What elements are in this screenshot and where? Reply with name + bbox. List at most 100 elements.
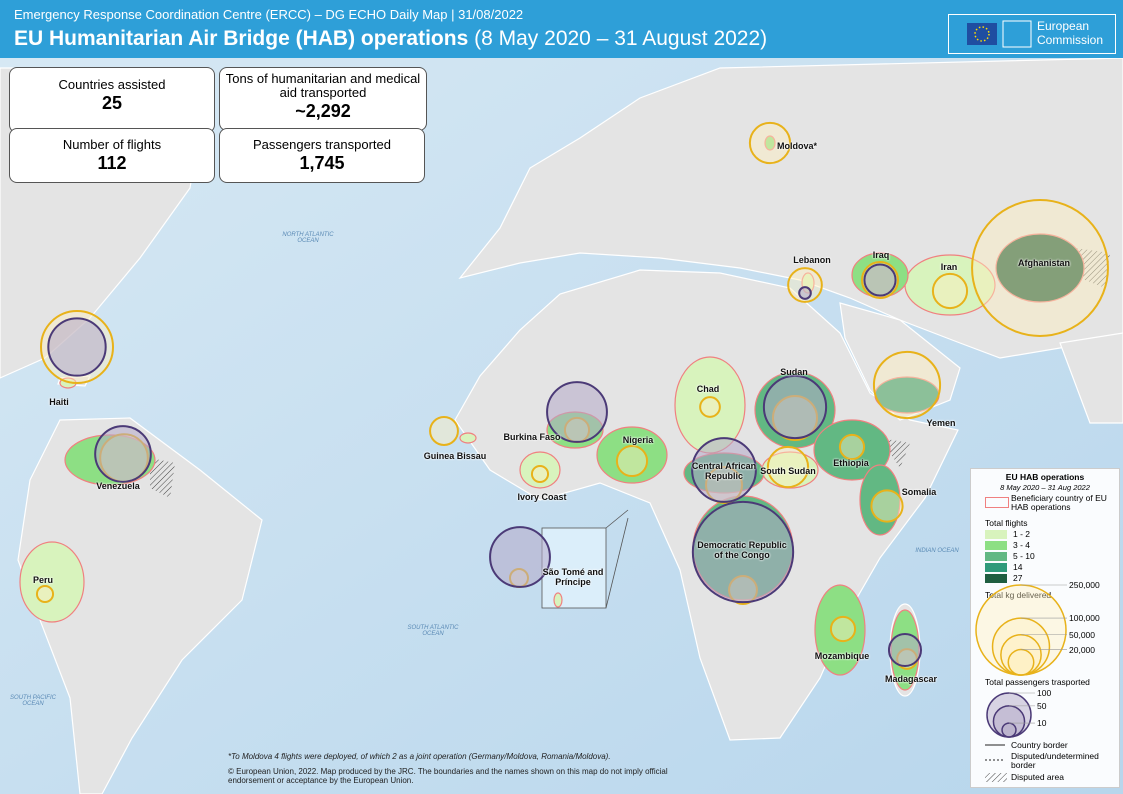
ocean-label: SOUTH ATLANTIC OCEAN: [407, 625, 459, 637]
legend-title: EU HAB operations: [1005, 472, 1085, 482]
legend-heading: Total kg delivered: [985, 590, 1051, 600]
stat-label: Number of flights: [62, 137, 162, 152]
country-label: Somalia: [901, 487, 937, 497]
passenger-circle: [546, 381, 608, 443]
country-label: Democratic Republic of the Congo: [697, 540, 787, 560]
stat-value: 112: [97, 153, 127, 173]
legend-text: 100: [1037, 688, 1052, 698]
legend-swatch: [985, 552, 1007, 561]
country-label: South Sudan: [760, 466, 816, 476]
stat-label: Countries assisted: [58, 77, 166, 92]
kg-circle: [971, 199, 1109, 337]
legend-passenger-circle: [1001, 722, 1017, 738]
legend-text: 5 - 10: [1013, 551, 1035, 561]
passenger-circle: [47, 317, 107, 377]
legend-period: 8 May 2020 – 31 Aug 2022: [1000, 483, 1090, 492]
legend-text: Disputed area: [1011, 772, 1064, 782]
country-label: Lebanon: [793, 255, 831, 265]
country-label: Moldova*: [776, 141, 817, 151]
kg-circle: [766, 445, 810, 489]
legend-swatch: [985, 530, 1007, 539]
country-label: Guinea Bissau: [423, 451, 487, 461]
stat-box: Number of flights 112: [9, 128, 215, 183]
kg-circle: [35, 584, 55, 604]
legend-text: 14: [1013, 562, 1023, 572]
header-title: EU Humanitarian Air Bridge (HAB) operati…: [14, 27, 767, 51]
country-fill: [813, 419, 891, 481]
legend-text: Country border: [1011, 740, 1068, 750]
passenger-circle: [94, 425, 152, 483]
country-label: Yemen: [926, 418, 956, 428]
country-label: Ethiopia: [833, 458, 869, 468]
map: [0, 58, 1123, 794]
legend-kg-circle: [1007, 648, 1035, 676]
legend-text: 50,000: [1069, 629, 1095, 640]
passenger-circle: [691, 500, 795, 604]
passenger-circle: [887, 632, 923, 668]
stat-box: Tons of humanitarian and medical aid tra…: [219, 67, 427, 131]
kg-circle: [872, 350, 942, 420]
country-fill: [995, 233, 1085, 303]
stat-label: Passengers transported: [252, 137, 392, 152]
country-fill: [859, 464, 901, 536]
country-label: Afghanistan: [1017, 258, 1070, 268]
legend-text: 20,000: [1069, 644, 1095, 655]
passenger-circle: [863, 263, 897, 297]
footnote: *To Moldova 4 flights were deployed, of …: [228, 752, 611, 761]
header: Emergency Response Coordination Centre (…: [0, 0, 1123, 58]
period: (8 May 2020 – 31 August 2022): [474, 27, 768, 50]
country-label: Nigeria: [622, 435, 654, 445]
inset-frame: [541, 527, 607, 609]
country-fill: [19, 541, 85, 623]
country-fill: [553, 592, 563, 608]
legend-swatch: [985, 574, 1007, 583]
passenger-circle: [798, 286, 812, 300]
legend-text: 50: [1037, 700, 1047, 711]
legend-swatch: [985, 541, 1007, 550]
passenger-circle: [762, 374, 828, 440]
country-label: Ivory Coast: [517, 492, 567, 502]
copyright: © European Union, 2022. Map produced by …: [228, 767, 668, 785]
stat-box: Countries assisted 25: [9, 67, 215, 133]
legend-text: 1 - 2: [1013, 529, 1031, 539]
inset-leader: [605, 509, 629, 529]
kg-circle: [615, 444, 649, 478]
kg-circle: [699, 396, 721, 418]
ocean-label: INDIAN OCEAN: [915, 548, 959, 554]
stat-value: 25: [101, 93, 123, 113]
passenger-circle: [691, 437, 757, 503]
legend-text: Disputed/undetermined border: [1011, 751, 1099, 770]
country-fill: [459, 432, 477, 444]
logo-text: European Commission: [1037, 19, 1104, 47]
country-fill: [596, 426, 668, 484]
legend-text: 3 - 4: [1013, 540, 1031, 550]
country-fill: [814, 584, 866, 676]
legend-heading: Total passengers trasported: [985, 677, 1090, 687]
country-label: Venezuela: [96, 481, 140, 491]
country-label: Haiti: [49, 397, 69, 407]
legend-text: 100,000: [1069, 613, 1100, 624]
kg-circle: [931, 272, 969, 310]
legend-heading: Total flights: [985, 518, 1028, 528]
kg-circle: [530, 464, 550, 484]
kg-circle: [870, 489, 904, 523]
ocean-label: SOUTH PACIFIC OCEAN: [10, 695, 56, 707]
logo-mark: [967, 20, 1032, 48]
stat-value: ~2,292: [295, 101, 351, 121]
legend-text: 250,000: [1069, 580, 1100, 590]
legend-text: 27: [1013, 573, 1023, 583]
legend: EU HAB operations 8 May 2020 – 31 Aug 202…: [970, 468, 1120, 788]
inset-leader: [605, 517, 629, 609]
passenger-circle: [489, 526, 551, 588]
country-label: Iraq: [872, 250, 890, 260]
kg-circle: [829, 615, 857, 643]
header-subtitle: Emergency Response Coordination Centre (…: [14, 7, 524, 22]
passenger-circles: [47, 263, 923, 668]
legend-swatch: [985, 497, 1009, 508]
legend-text: 10: [1037, 718, 1047, 729]
kg-circle: [429, 416, 459, 446]
country-fill: [519, 451, 561, 489]
country-label: Mozambique: [814, 651, 870, 661]
stat-label: Tons of humanitarian and medical aid tra…: [225, 71, 421, 100]
